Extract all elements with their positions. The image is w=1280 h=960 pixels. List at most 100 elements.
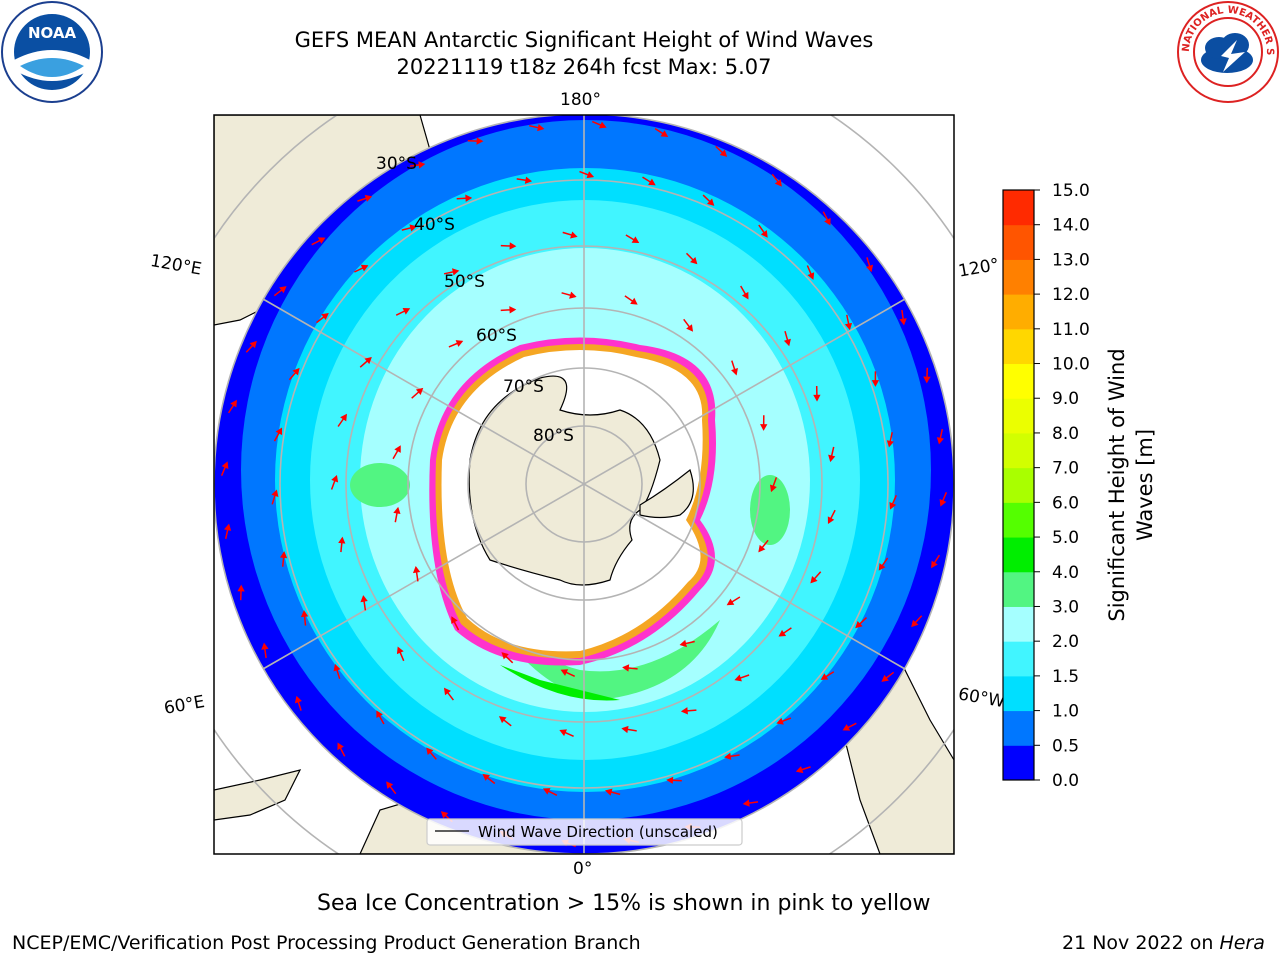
- sea-ice-note: Sea Ice Concentration > 15% is shown in …: [317, 891, 931, 916]
- wind-wave-arrow-head: [778, 629, 787, 637]
- colorbar-tick-label: 9.0: [1052, 389, 1079, 409]
- wind-wave-arrow-head: [292, 367, 300, 376]
- wind-wave-arrow-head: [774, 179, 782, 187]
- wind-wave-arrow-head: [509, 306, 517, 314]
- wind-wave-arrow-head: [923, 376, 931, 384]
- wind-wave-arrow-head: [509, 242, 517, 250]
- colorbar-tick-label: 11.0: [1052, 320, 1090, 340]
- wind-wave-arrow-head: [726, 598, 735, 606]
- wind-wave-arrow-head: [415, 387, 424, 396]
- wind-wave-arrow-head: [317, 237, 326, 244]
- wind-wave-arrow-head: [630, 297, 638, 305]
- wind-wave-arrow-head: [338, 536, 346, 544]
- wind-wave-arrow-head: [939, 499, 947, 507]
- wind-wave-arrow-head: [409, 224, 417, 232]
- colorbar-segment: [1003, 502, 1034, 538]
- wind-wave-arrow-head: [542, 788, 551, 795]
- wind-wave-arrow-head: [886, 440, 894, 448]
- wind-wave-arrow-head: [337, 742, 344, 751]
- colorbar-segment: [1003, 537, 1034, 573]
- wind-wave-arrow-head: [476, 137, 484, 145]
- lat-label-70S: 70°S: [503, 377, 544, 397]
- colorbar-segment: [1003, 328, 1034, 365]
- wind-wave-arrow-head: [426, 747, 434, 755]
- colorbar-segment: [1003, 294, 1034, 330]
- lat-label-40S: 40°S: [414, 215, 455, 235]
- colorbar-segment: [1003, 432, 1034, 469]
- footer-date: 21 Nov 2022 on Hera: [1062, 932, 1265, 954]
- wind-wave-arrow-head: [660, 130, 669, 137]
- wave-band-3.0-4.0: [460, 560, 720, 700]
- colorbar-tick-label: 10.0: [1052, 355, 1090, 375]
- lon-label-60W: 60°W: [957, 684, 1007, 712]
- wind-wave-arrow-head: [824, 217, 831, 226]
- wind-wave-arrow-head: [866, 264, 874, 273]
- wind-wave-arrow-head: [440, 811, 449, 819]
- colorbar-tick-label: 3.0: [1052, 597, 1079, 617]
- wind-wave-arrow-head: [842, 724, 851, 731]
- footer-host: Hera: [1219, 932, 1265, 954]
- colorbar-frame: [1002, 189, 1035, 781]
- latitude-labels: 30°S 40°S 50°S 60°S 70°S 80°S: [376, 154, 574, 446]
- wind-wave-arrow-head: [783, 338, 791, 347]
- lon-label-0: 0°: [573, 859, 592, 879]
- wind-wave-arrow-head: [443, 687, 451, 696]
- wind-wave-arrow-head: [690, 256, 698, 265]
- lat-label-60S: 60°S: [476, 326, 517, 346]
- wind-wave-arrow-head: [331, 474, 339, 483]
- lon-label-120W: 120°: [957, 255, 1001, 282]
- wind-wave-arrow-head: [758, 544, 766, 553]
- graticule: [214, 115, 954, 854]
- map-frame: [213, 114, 955, 855]
- colorbar-segment: [1003, 224, 1034, 260]
- footer-date-text: 21 Nov 2022 on: [1062, 932, 1220, 954]
- wind-wave-arrow-head: [648, 178, 656, 186]
- colorbar-label-line1: Significant Height of Wind: [1105, 348, 1129, 621]
- colorbar-tick-label: 15.0: [1052, 181, 1090, 201]
- colorbar-segment: [1003, 363, 1034, 399]
- wind-wave-arrow-head: [364, 356, 372, 365]
- wind-wave-arrow-head: [810, 575, 818, 584]
- wind-wave-arrow-head: [686, 324, 694, 332]
- wind-wave-arrow-head: [279, 286, 287, 294]
- meridian-60E-120W: [262, 298, 906, 670]
- colorbar-segment: [1003, 398, 1034, 434]
- colorbar-segment: [1003, 190, 1034, 226]
- wind-wave-arrow-head: [936, 437, 945, 445]
- wind-wave-arrow-head: [321, 313, 329, 321]
- colorbar-tick-label: 1.0: [1052, 702, 1079, 722]
- wind-wave-arrow-head: [911, 619, 919, 628]
- africa-landmass: [214, 769, 302, 821]
- wind-wave-arrow-head: [455, 340, 464, 347]
- chart-subtitle: 20221119 t18z 264h fcst Max: 5.07: [396, 55, 772, 79]
- colorbar-tick-label: 0.5: [1052, 736, 1079, 756]
- wind-wave-arrow-head: [899, 318, 907, 326]
- wind-wave-arrow-head: [570, 231, 578, 239]
- wind-wave-arrow-head: [465, 194, 473, 202]
- noaa-logo-text: NOAA: [28, 24, 77, 42]
- lat-label-80S: 80°S: [533, 426, 574, 446]
- wind-wave-arrow-head: [294, 695, 302, 704]
- colorbar-segment: [1003, 606, 1034, 642]
- lat-label-30S: 30°S: [376, 154, 417, 174]
- wind-wave-arrow-head: [498, 716, 507, 724]
- wind-wave-arrow-head: [560, 669, 569, 676]
- wind-wave-arrow-head: [679, 639, 687, 648]
- wind-wave-arrow-head: [760, 230, 768, 238]
- wind-wave-arrow-head: [412, 565, 421, 574]
- wind-wave-arrow-head: [731, 368, 738, 376]
- wind-wave-arrow-head: [871, 380, 880, 387]
- wind-wave-arrow-head: [376, 710, 383, 718]
- wind-wave-arrow-head: [221, 461, 229, 469]
- colorbar-tick-label: 12.0: [1052, 285, 1090, 305]
- wind-wave-arrow-head: [364, 194, 373, 202]
- wind-wave-arrow-head: [569, 291, 577, 299]
- wave-patch-east: [750, 475, 790, 545]
- wind-wave-arrow-head: [537, 123, 545, 132]
- wind-wave-arrow-head: [249, 340, 257, 349]
- wind-wave-arrow-head: [855, 620, 863, 629]
- wind-wave-arrow-head: [680, 707, 688, 715]
- colorbar-segment: [1003, 641, 1034, 677]
- legend-label: Wind Wave Direction (unscaled): [478, 823, 718, 841]
- wind-wave-arrow-head: [828, 454, 836, 463]
